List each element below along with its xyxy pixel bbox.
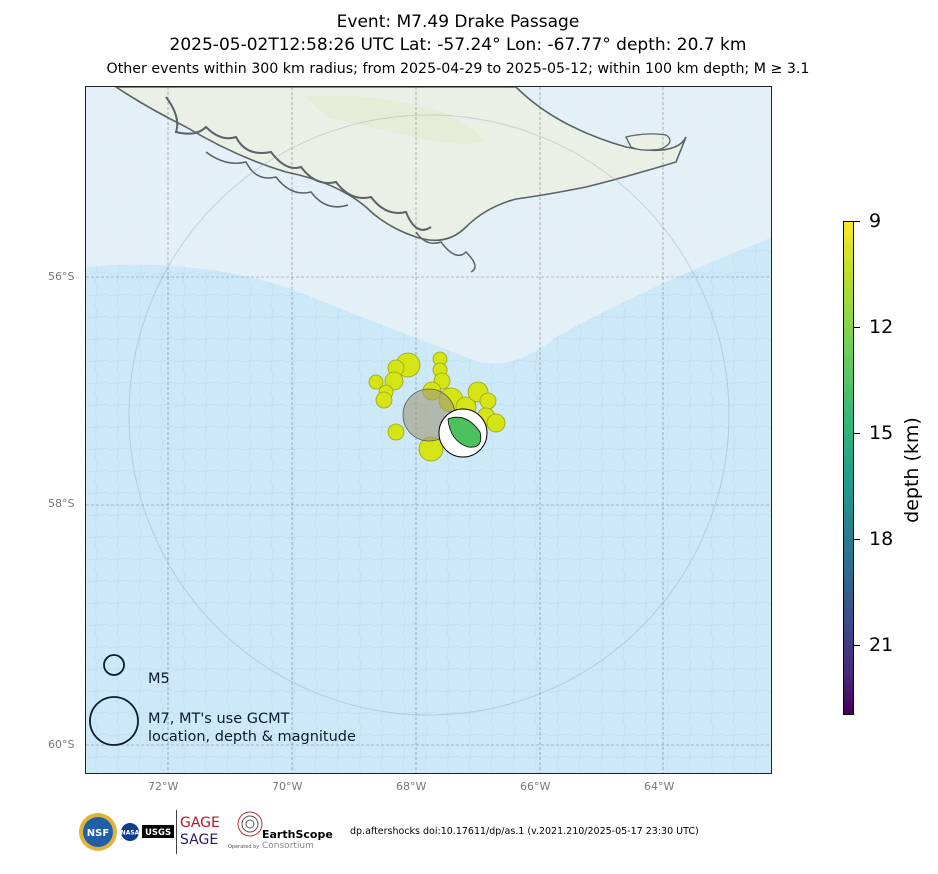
depth-colorbar: [843, 221, 854, 715]
lat-tick-label: 60°S: [48, 738, 75, 751]
event-marker: [479, 392, 497, 410]
divider: [176, 810, 177, 854]
event-marker: [387, 423, 405, 441]
lon-tick-label: 68°W: [396, 780, 427, 793]
colorbar-tick: [854, 645, 860, 646]
event-marker: [368, 374, 384, 390]
footer-logos: NSF NASA USGS GAGE SAGE EarthScope Conso…: [79, 810, 333, 854]
sage-logo: SAGE: [180, 832, 218, 848]
legend-circle-m5: [103, 654, 125, 676]
gage-logo: GAGE: [180, 815, 220, 831]
lat-tick-label: 56°S: [48, 270, 75, 283]
colorbar-tick-label: 21: [869, 634, 894, 656]
consortium-text: Consortium: [262, 841, 314, 851]
coastline-south: [415, 231, 476, 273]
event-marker: [486, 413, 506, 433]
legend-label-m7: M7, MT's use GCMT: [148, 711, 290, 727]
colorbar-tick: [854, 433, 860, 434]
doi-citation: dp.aftershocks doi:10.17611/dp/as.1 (v.2…: [350, 826, 699, 837]
island-east: [625, 133, 671, 151]
colorbar-tick: [854, 327, 860, 328]
search-criteria: Other events within 300 km radius; from …: [106, 61, 810, 77]
legend-label-m5: M5: [148, 671, 170, 687]
coastline-islands: [205, 151, 349, 208]
colorbar-title: depth (km): [901, 417, 923, 523]
lon-tick-label: 70°W: [272, 780, 303, 793]
event-marker: [375, 391, 393, 409]
graticule: [86, 87, 771, 773]
nsf-logo: NSF: [79, 813, 117, 851]
colorbar-tick: [854, 539, 860, 540]
colorbar-tick-label: 18: [869, 528, 894, 550]
map-title: Event: M7.49 Drake Passage: [336, 12, 580, 32]
lat-tick-label: 58°S: [48, 497, 75, 510]
svg-text:USGS: USGS: [145, 828, 171, 838]
svg-text:NSF: NSF: [87, 828, 109, 839]
land-tierra-del-fuego: [114, 87, 687, 242]
search-radius-circle: [128, 114, 730, 716]
colorbar-tick-label: 9: [869, 210, 882, 232]
earthscope-icon: [237, 811, 263, 837]
earthscope-logo: EarthScope: [262, 828, 333, 841]
operated-by-text: Operated by: [228, 844, 259, 850]
map-canvas: [86, 87, 771, 773]
beachball-icon[interactable]: [438, 408, 488, 458]
colorbar-tick: [854, 221, 860, 222]
nasa-logo: NASA: [121, 823, 140, 841]
land-vegetation: [306, 95, 486, 144]
usgs-logo: USGS: [142, 825, 174, 838]
lon-tick-label: 64°W: [644, 780, 675, 793]
legend-circle-m7: [89, 696, 139, 746]
event-details: 2025-05-02T12:58:26 UTC Lat: -57.24° Lon…: [169, 35, 747, 55]
map-area[interactable]: [85, 86, 772, 774]
svg-text:NASA: NASA: [121, 830, 140, 837]
colorbar-tick-label: 12: [869, 316, 894, 338]
coastline-west: [165, 96, 432, 231]
lon-tick-label: 72°W: [148, 780, 179, 793]
lon-tick-label: 66°W: [520, 780, 551, 793]
colorbar-tick-label: 15: [869, 422, 894, 444]
legend-label-gcmt: location, depth & magnitude: [148, 729, 356, 745]
